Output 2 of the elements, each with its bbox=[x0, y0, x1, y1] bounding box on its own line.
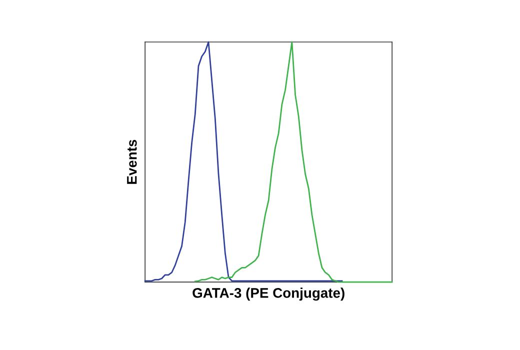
y-axis-title: Events bbox=[127, 140, 137, 184]
x-axis-title: GATA-3 (PE Conjugate) bbox=[192, 288, 344, 301]
